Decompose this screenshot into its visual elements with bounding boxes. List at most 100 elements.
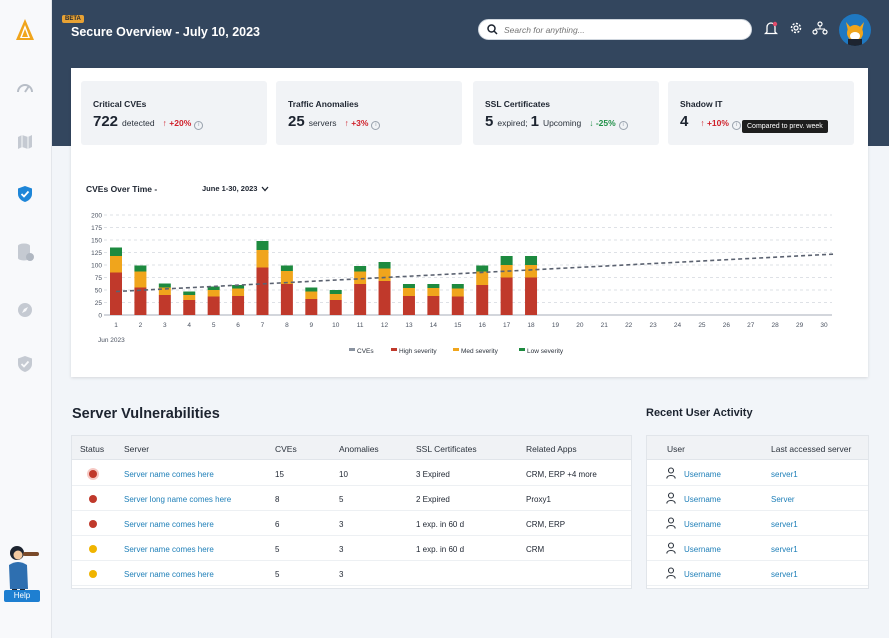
user-icon — [666, 467, 676, 479]
server-link[interactable]: Server name comes here — [124, 570, 214, 579]
column-header[interactable]: User — [667, 444, 685, 454]
username-link[interactable]: Username — [684, 495, 721, 504]
x-tick-label: 12 — [381, 322, 389, 329]
bar-segment — [207, 296, 220, 315]
stat-shadow-it[interactable]: Shadow IT 4 ↑ +10% i — [668, 81, 854, 145]
cell-cves: 6 — [275, 520, 280, 529]
date-range-dropdown[interactable]: June 1-30, 2023 — [202, 184, 269, 193]
column-header[interactable]: Anomalies — [339, 444, 379, 454]
bar-segment — [110, 256, 122, 273]
bar-segment — [110, 272, 122, 315]
username-link[interactable]: Username — [684, 520, 721, 529]
stat-traffic-anomalies[interactable]: Traffic Anomalies 25 servers ↑ +3% i — [276, 81, 462, 145]
bar-segment — [500, 277, 513, 315]
cell-anomalies: 10 — [339, 470, 348, 479]
y-tick-label: 100 — [91, 263, 102, 270]
user-icon — [666, 492, 676, 504]
table-row[interactable]: Server name comes here 5 3 1 exp. in 60 d CR… — [72, 536, 631, 561]
table-row[interactable]: Username server1 — [647, 461, 868, 486]
stat-unit: expired; — [497, 118, 528, 128]
status-indicator — [89, 520, 97, 528]
server-link[interactable]: Server name comes here — [124, 520, 214, 529]
stat-unit-secondary: Upcoming — [542, 118, 582, 128]
info-icon[interactable]: i — [194, 121, 204, 130]
server-link[interactable]: Server name comes here — [124, 470, 214, 479]
column-header[interactable]: Server — [124, 444, 150, 454]
server-link[interactable]: server1 — [771, 520, 798, 529]
x-tick-label: 23 — [649, 322, 657, 329]
table-row[interactable]: Username server1 — [647, 536, 868, 561]
table-row[interactable]: Username Server — [647, 486, 868, 511]
column-header[interactable]: Status — [80, 444, 105, 454]
info-icon[interactable]: i — [618, 121, 628, 130]
logo-icon — [16, 19, 34, 40]
column-header[interactable]: Last accessed server — [771, 444, 852, 454]
bell-icon[interactable] — [762, 19, 780, 37]
table-row[interactable]: Server name comes here 5 3 — [72, 561, 631, 586]
bar-segment — [256, 250, 269, 268]
search-input[interactable] — [504, 24, 734, 35]
table-row[interactable]: Username server1 — [647, 561, 868, 586]
server-link[interactable]: Server — [771, 495, 795, 504]
x-tick-label: 7 — [261, 322, 265, 329]
bar-segment — [207, 290, 220, 297]
bar-segment — [232, 285, 245, 289]
shield-icon[interactable] — [15, 354, 35, 374]
map-icon[interactable] — [15, 132, 35, 152]
dashboard-gauge-icon[interactable] — [15, 77, 35, 97]
server-link[interactable]: server1 — [771, 545, 798, 554]
user-icon — [666, 567, 676, 579]
x-tick-label: 6 — [236, 322, 240, 329]
cell-cves: 5 — [275, 570, 280, 579]
y-tick-label: 0 — [98, 313, 102, 320]
x-tick-label: 29 — [796, 322, 804, 329]
server-table: Status Server CVEs Anomalies SSL Certifi… — [71, 435, 632, 589]
x-tick-label: 20 — [576, 322, 584, 329]
sidebar: Help — [0, 0, 52, 638]
table-row[interactable]: Server long name comes here 8 5 2 Expired Pr… — [72, 486, 631, 511]
table-row[interactable]: Server name comes here 6 3 1 exp. in 60 d CR… — [72, 511, 631, 536]
server-link[interactable]: server1 — [771, 570, 798, 579]
username-link[interactable]: Username — [684, 545, 721, 554]
server-link[interactable]: Server name comes here — [124, 545, 214, 554]
x-tick-label: 19 — [552, 322, 560, 329]
network-icon[interactable] — [811, 19, 829, 37]
stat-change: ↓ -25% — [589, 118, 616, 128]
gear-icon[interactable] — [787, 19, 805, 37]
info-icon[interactable]: i — [731, 121, 741, 130]
stat-value: 4 — [680, 113, 689, 130]
stat-title: Critical CVEs — [93, 99, 147, 109]
search-bar[interactable] — [478, 19, 752, 40]
stat-ssl-certificates[interactable]: SSL Certificates 5 expired; 1 Upcoming ↓… — [473, 81, 659, 145]
bar-segment — [134, 287, 147, 315]
username-link[interactable]: Username — [684, 470, 721, 479]
column-header[interactable]: CVEs — [275, 444, 297, 454]
help-button[interactable]: Help — [4, 590, 40, 602]
column-header[interactable]: Related Apps — [526, 444, 577, 454]
bar-segment — [280, 265, 293, 271]
bar-segment — [158, 283, 171, 288]
info-icon[interactable]: i — [371, 121, 381, 130]
compass-icon[interactable] — [15, 300, 35, 320]
bar-segment — [451, 284, 464, 289]
cell-cves: 8 — [275, 495, 280, 504]
legend-label: High severity — [399, 348, 437, 355]
status-indicator — [89, 570, 97, 578]
x-tick-label: 16 — [479, 322, 487, 329]
bar-segment — [329, 290, 342, 294]
column-header[interactable]: SSL Certificates — [416, 444, 477, 454]
stat-title: Shadow IT — [680, 99, 723, 109]
username-link[interactable]: Username — [684, 570, 721, 579]
server-link[interactable]: server1 — [771, 470, 798, 479]
y-tick-label: 175 — [91, 225, 102, 232]
table-row[interactable]: Username server1 — [647, 511, 868, 536]
x-tick-label: 8 — [285, 322, 289, 329]
y-tick-label: 25 — [95, 300, 103, 307]
server-link[interactable]: Server long name comes here — [124, 495, 232, 504]
server-vulnerabilities-title: Server Vulnerabilities — [72, 406, 220, 422]
shield-check-icon[interactable] — [15, 184, 35, 204]
database-icon[interactable] — [15, 242, 35, 262]
stat-critical-cves[interactable]: Critical CVEs 722 detected ↑ +20% i — [81, 81, 267, 145]
avatar[interactable] — [839, 14, 871, 46]
table-row[interactable]: Server name comes here 15 10 3 Expired CRM, … — [72, 461, 631, 486]
